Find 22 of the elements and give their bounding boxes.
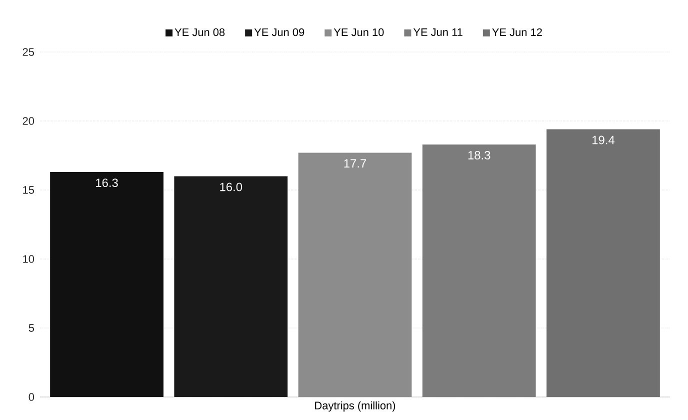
legend-label: YE Jun 12 xyxy=(492,28,542,36)
legend-label: YE Jun 09 xyxy=(254,28,304,36)
y-tick-label: 10 xyxy=(23,255,34,263)
y-tick-label: 15 xyxy=(23,186,34,194)
y-tick-label: 5 xyxy=(28,324,34,332)
bar xyxy=(422,144,536,397)
data-label: 16.3 xyxy=(96,178,118,188)
legend-label: YE Jun 10 xyxy=(334,28,384,36)
data-label: 17.7 xyxy=(344,159,366,168)
bar xyxy=(174,176,288,397)
data-label: 18.3 xyxy=(468,150,490,160)
y-tick-label: 20 xyxy=(22,117,34,125)
data-label: 19.4 xyxy=(592,136,614,144)
bar xyxy=(298,152,412,397)
x-axis-title: Daytrips (million) xyxy=(315,401,396,412)
bar xyxy=(546,129,660,397)
y-tick-label: 0 xyxy=(28,393,34,401)
legend-label: YE Jun 11 xyxy=(413,28,462,36)
legend-label: YE Jun 08 xyxy=(174,28,225,36)
y-tick-label: 25 xyxy=(22,48,34,56)
bar xyxy=(50,172,164,397)
data-label: 16.0 xyxy=(220,182,242,192)
